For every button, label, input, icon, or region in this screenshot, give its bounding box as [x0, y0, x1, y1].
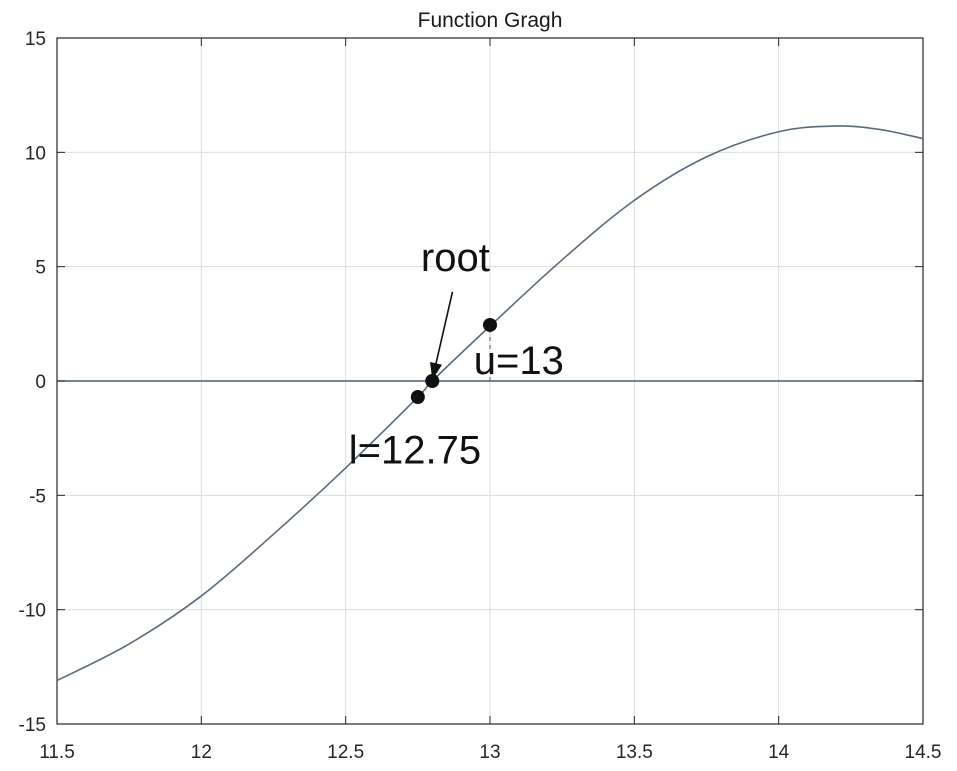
x-tick-label: 14 [768, 742, 790, 763]
point-marker [425, 374, 440, 388]
chart-title: Function Gragh [418, 9, 563, 32]
x-tick-label: 11.5 [39, 742, 75, 763]
markers [410, 317, 497, 405]
annotation-label: root [421, 236, 490, 280]
y-tick-label: 15 [25, 29, 46, 50]
y-tick-label: -10 [19, 601, 46, 622]
y-axis-ticks: -15 -10 -5 0 5 10 15 [19, 29, 923, 736]
point-marker [483, 317, 497, 332]
y-tick-label: -15 [19, 715, 46, 736]
annotation-label: u=13 [474, 339, 564, 383]
root-arrow [430, 291, 454, 381]
function-curve [56, 125, 924, 682]
x-tick-label: 12.5 [327, 742, 364, 763]
y-tick-label: 5 [35, 258, 46, 279]
x-tick-label: 12 [191, 742, 212, 763]
x-axis-ticks: 11.5 12 12.5 13 13.5 14 14.5 [39, 38, 941, 763]
annotations: root u=13 l=12.75 [349, 236, 564, 472]
x-tick-label: 13.5 [616, 742, 653, 763]
y-tick-label: -5 [29, 486, 46, 507]
y-tick-label: 0 [35, 372, 46, 393]
annotation-label: l=12.75 [349, 428, 481, 472]
point-marker [410, 390, 425, 405]
y-tick-label: 10 [25, 143, 46, 164]
x-tick-label: 13 [479, 742, 500, 763]
x-tick-label: 14.5 [905, 742, 942, 763]
